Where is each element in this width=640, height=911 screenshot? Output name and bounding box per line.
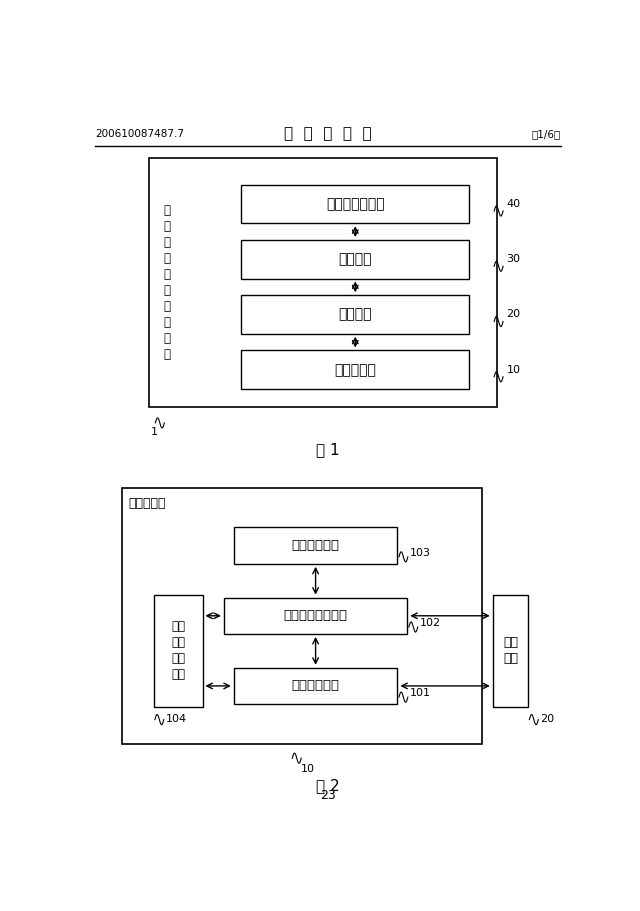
Text: 20: 20	[507, 310, 521, 320]
Text: 图 1: 图 1	[316, 443, 340, 457]
Text: 业务
逻辑
处理
模块: 业务 逻辑 处理 模块	[172, 620, 185, 681]
FancyBboxPatch shape	[241, 351, 469, 389]
Text: 102: 102	[420, 618, 441, 628]
Text: 数据处理模块: 数据处理模块	[292, 680, 340, 692]
Text: 用户界面模块: 用户界面模块	[292, 539, 340, 552]
FancyBboxPatch shape	[234, 668, 397, 704]
FancyBboxPatch shape	[122, 488, 482, 744]
Text: 接口模块: 接口模块	[339, 308, 372, 322]
Text: 20: 20	[540, 714, 554, 724]
FancyBboxPatch shape	[241, 240, 469, 279]
FancyBboxPatch shape	[234, 527, 397, 564]
FancyBboxPatch shape	[241, 295, 469, 333]
Text: 101: 101	[410, 688, 431, 698]
FancyBboxPatch shape	[493, 595, 529, 707]
Text: 接口
模块: 接口 模块	[503, 637, 518, 665]
Text: 图 2: 图 2	[316, 778, 340, 793]
FancyBboxPatch shape	[224, 598, 407, 634]
Text: 手
机
地
图
移
动
终
端
平
台: 手 机 地 图 移 动 终 端 平 台	[163, 204, 170, 362]
Text: 脚本语言解析模块: 脚本语言解析模块	[284, 609, 348, 622]
FancyBboxPatch shape	[241, 185, 469, 223]
Text: 地图引擎: 地图引擎	[339, 252, 372, 266]
Text: 23: 23	[320, 789, 336, 803]
Text: 地图浏览器: 地图浏览器	[334, 363, 376, 377]
FancyBboxPatch shape	[154, 595, 202, 707]
Text: 1: 1	[150, 427, 157, 437]
Text: 10: 10	[507, 364, 520, 374]
Text: 103: 103	[410, 548, 431, 558]
Text: 10: 10	[301, 763, 315, 773]
Text: 30: 30	[507, 254, 520, 264]
Text: 104: 104	[166, 714, 187, 724]
FancyBboxPatch shape	[150, 159, 497, 407]
Text: 说  明  书  附  图: 说 明 书 附 图	[284, 127, 372, 141]
Text: 40: 40	[507, 199, 521, 209]
Text: 本地地图数据库: 本地地图数据库	[326, 197, 385, 211]
Text: 地图浏览器: 地图浏览器	[128, 496, 166, 509]
Text: 200610087487.7: 200610087487.7	[95, 128, 184, 138]
Text: 第1/6页: 第1/6页	[532, 128, 561, 138]
